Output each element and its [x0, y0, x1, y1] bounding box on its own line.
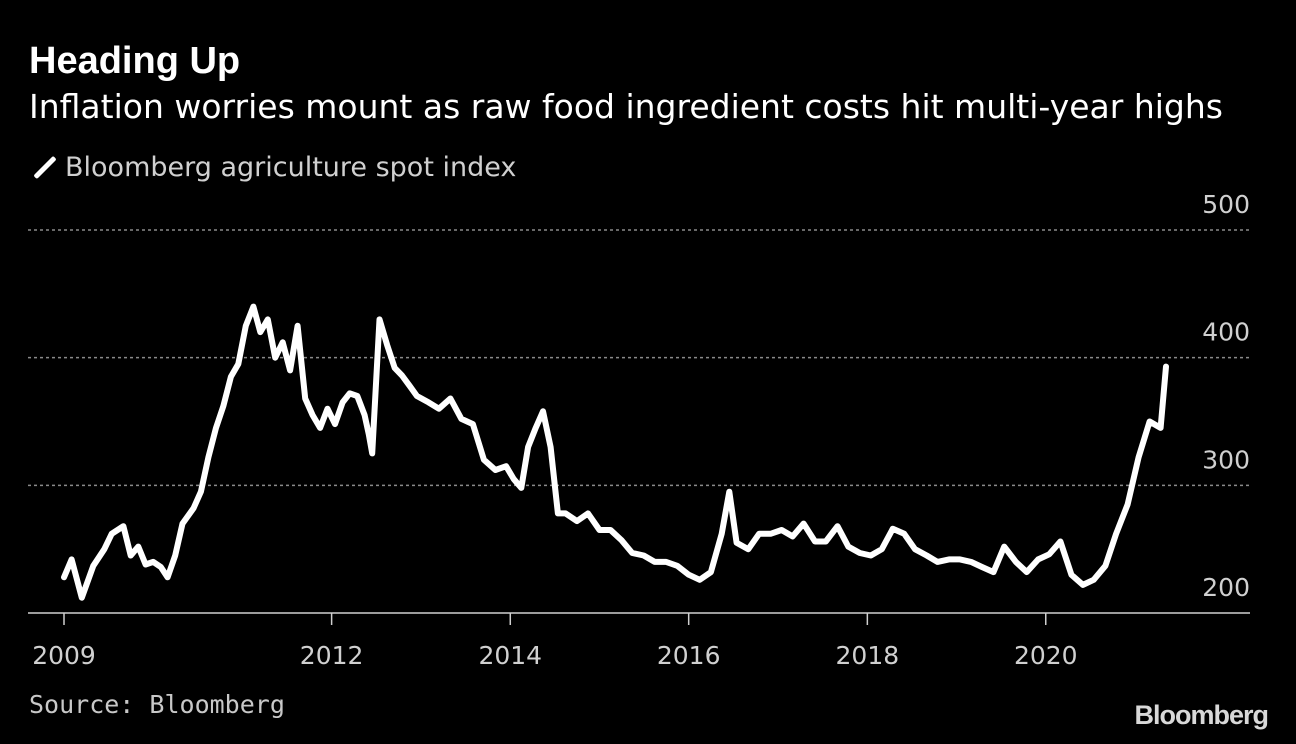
- x-tick-label: 2016: [657, 641, 721, 670]
- y-tick-label: 500: [1202, 190, 1250, 219]
- chart-title: Heading Up: [29, 40, 241, 82]
- x-tick-label: 2014: [478, 641, 542, 670]
- legend-label: Bloomberg agriculture spot index: [65, 151, 517, 183]
- y-tick-label: 300: [1202, 445, 1250, 474]
- y-tick-label: 400: [1202, 318, 1250, 347]
- source-note: Source: Bloomberg: [29, 690, 285, 719]
- x-tick-label: 2009: [32, 641, 96, 670]
- chart-subtitle: Inflation worries mount as raw food ingr…: [29, 87, 1223, 126]
- y-axis-labels: 200 300 400 500: [1202, 190, 1250, 602]
- x-tick-label: 2018: [836, 641, 900, 670]
- x-axis-ticks: 2009 2012 2014 2016 2018 2020: [32, 613, 1078, 670]
- series-group: [61, 303, 1169, 601]
- x-tick-label: 2020: [1014, 641, 1078, 670]
- y-tick-label: 200: [1202, 573, 1250, 602]
- series-line-0: [61, 303, 1169, 601]
- bloomberg-logo: Bloomberg: [1134, 700, 1269, 730]
- legend: Bloomberg agriculture spot index: [29, 150, 516, 184]
- x-tick-label: 2012: [300, 641, 364, 670]
